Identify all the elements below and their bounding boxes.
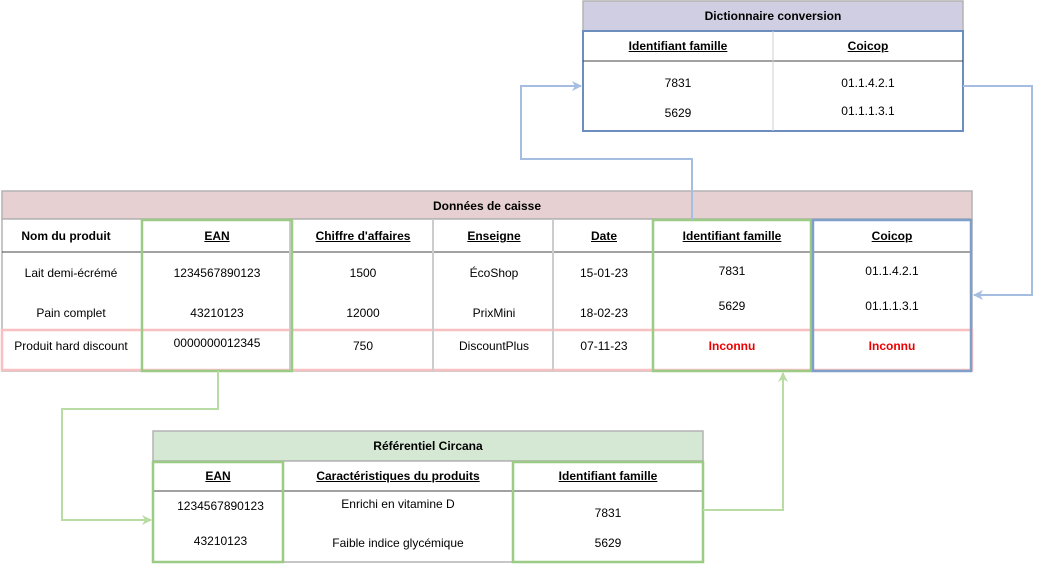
dico-header-identifiant: Identifiant famille: [628, 39, 728, 53]
circana-table-frame: [151, 430, 705, 564]
circana-cell: 7831: [594, 506, 622, 520]
caisse-header-coicop: Coicop: [871, 229, 913, 243]
dico-cell: 01.1.4.2.1: [841, 76, 895, 90]
dico-header-coicop: Coicop: [847, 39, 889, 53]
caisse-cell: 01.1.4.2.1: [865, 264, 919, 278]
circana-cell: 43210123: [193, 534, 248, 548]
circana-cell: Faible indice glycémique: [332, 536, 464, 550]
dico-cell: 01.1.1.3.1: [841, 104, 895, 118]
circana-header-ean: EAN: [205, 469, 231, 483]
arrow-circana-to-caisse: [703, 372, 788, 511]
caisse-header-date: Date: [590, 229, 617, 243]
circana-cell: Enrichi en vitamine D: [341, 497, 455, 511]
caisse-header-enseigne: Enseigne: [467, 229, 521, 243]
caisse-cell: 1500: [349, 266, 377, 280]
circana-cell: 5629: [594, 536, 622, 550]
caisse-cell: DiscountPlus: [458, 339, 530, 353]
caisse-cell: ÉcoShop: [469, 266, 519, 280]
caisse-cell: 750: [352, 339, 374, 353]
caisse-header-nom: Nom du produit: [21, 229, 111, 243]
caisse-header-ca: Chiffre d'affaires: [315, 229, 411, 243]
circana-title: Référentiel Circana: [373, 439, 483, 453]
caisse-cell-unknown: Inconnu: [708, 339, 756, 353]
caisse-cell: 01.1.1.3.1: [865, 299, 919, 313]
caisse-table-frame: [0, 190, 974, 373]
caisse-cell: PrixMini: [472, 306, 516, 320]
dico-cell: 5629: [664, 106, 692, 120]
caisse-cell: Pain complet: [36, 306, 106, 320]
caisse-cell: 5629: [718, 299, 746, 313]
arrow-dico-to-caisse: [963, 85, 1033, 300]
caisse-cell: Lait demi-écrémé: [24, 266, 118, 280]
arrow-caisse-to-circana: [61, 371, 219, 525]
dico-table-frame: [582, 0, 964, 132]
arrow-caisse-to-dico: [520, 81, 693, 220]
caisse-cell: Produit hard discount: [14, 339, 128, 353]
caisse-cell: 7831: [718, 264, 746, 278]
circana-header-caracteristiques: Caractéristiques du produits: [316, 469, 480, 483]
caisse-cell: 07-11-23: [580, 339, 628, 353]
caisse-cell: 1234567890123: [173, 266, 261, 280]
caisse-cell: 12000: [346, 306, 380, 320]
caisse-cell: 0000000012345: [173, 336, 261, 350]
caisse-title: Données de caisse: [432, 199, 542, 213]
caisse-cell: 15-01-23: [579, 266, 629, 280]
circana-cell: 1234567890123: [177, 499, 264, 513]
caisse-header-ean: EAN: [204, 229, 230, 243]
dico-cell: 7831: [664, 76, 692, 90]
caisse-header-identifiant: Identifiant famille: [682, 229, 782, 243]
caisse-cell: 43210123: [190, 306, 244, 320]
caisse-cell: 18-02-23: [579, 306, 629, 320]
caisse-cell-unknown: Inconnu: [868, 339, 916, 353]
circana-header-identifiant: Identifiant famille: [558, 469, 658, 483]
dico-title: Dictionnaire conversion: [704, 9, 842, 23]
